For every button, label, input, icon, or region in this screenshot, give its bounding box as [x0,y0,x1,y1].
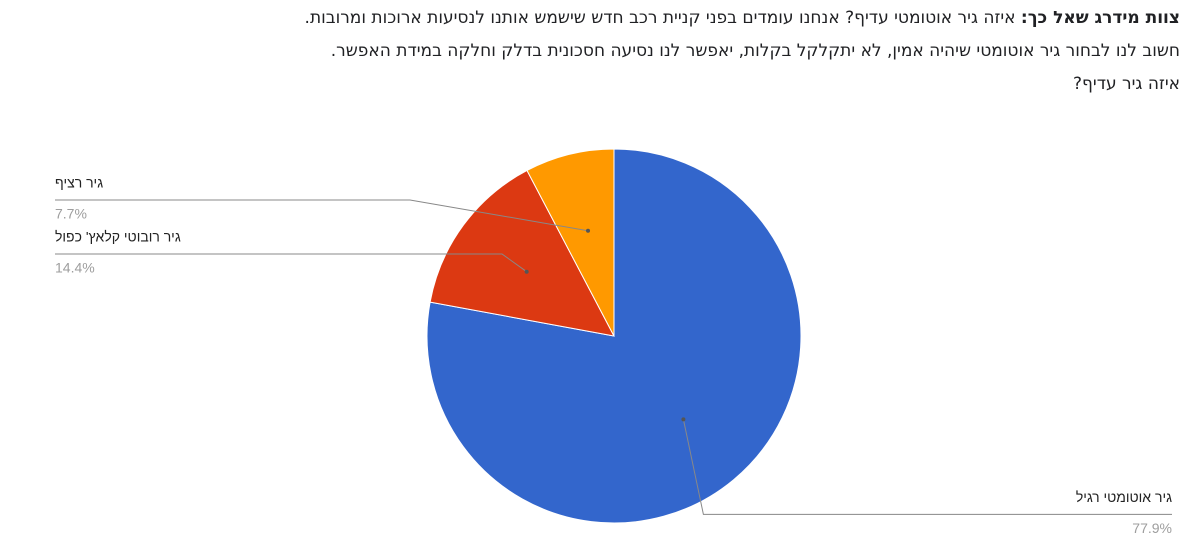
title-lead: צוות מידרג שאל כך: [1020,8,1180,28]
slice-label: גיר אוטומטי רגיל [1076,489,1172,505]
title-line: חשוב לנו לבחור גיר אוטומטי שיהיה אמין, ל… [330,41,1180,61]
title-line: צוות מידרג שאל כך: איזה גיר אוטומטי עדיף… [10,2,1180,35]
slice-value: 77.9% [1132,520,1172,536]
title-text: איזה גיר אוטומטי עדיף? אנחנו עומדים בפני… [304,8,1016,28]
leader-line [55,199,589,232]
chart-title: צוות מידרג שאל כך: איזה גיר אוטומטי עדיף… [10,2,1180,101]
leader-dot [586,228,591,233]
leader-dot [524,269,529,274]
title-line: איזה גיר עדיף? [1073,74,1180,94]
slice-value: 14.4% [55,260,95,276]
slice-label: גיר רובוטי קלאץ' כפול [55,229,181,245]
leader-line [55,253,527,273]
leader-line [682,419,1172,515]
slice-label: גיר רציף [55,175,103,191]
pie-slice [526,148,615,337]
leader-dot [681,417,686,422]
slice-value: 7.7% [55,206,87,222]
